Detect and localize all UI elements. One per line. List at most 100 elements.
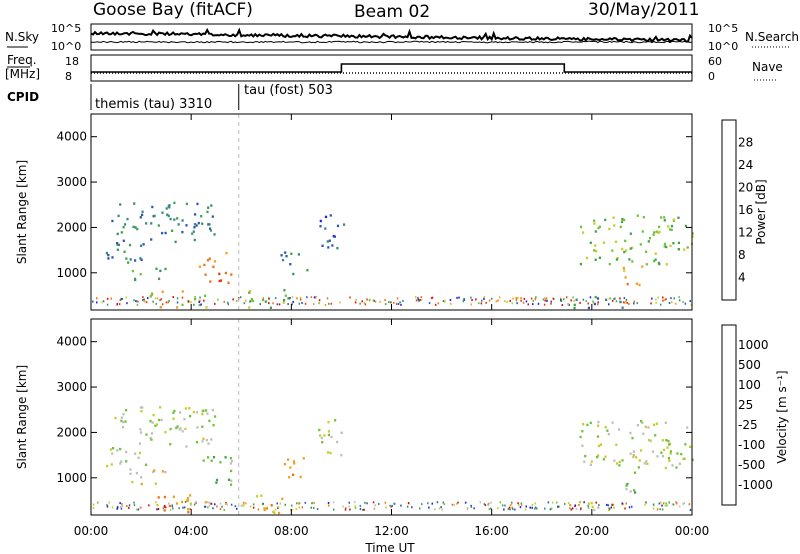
ground-scatter-cell [547, 501, 550, 504]
scatter-cell [125, 450, 128, 454]
scatter-cell [596, 455, 599, 459]
scatter-cell [154, 424, 157, 427]
ground-scatter-cell [243, 302, 246, 305]
scatter-cell [615, 258, 618, 261]
ground-scatter-cell [111, 506, 114, 509]
ground-scatter-cell [194, 501, 197, 504]
station-title: Goose Bay (fitACF) [93, 0, 253, 20]
ground-scatter-cell [682, 300, 684, 303]
ground-scatter-cell [436, 501, 439, 504]
scatter-cell [208, 223, 211, 226]
ground-scatter-cell [523, 297, 526, 300]
ground-scatter-cell [137, 300, 139, 303]
scatter-cell [668, 443, 671, 446]
ground-scatter-cell [262, 297, 265, 300]
ground-scatter-cell [504, 504, 506, 507]
ground-scatter-cell [466, 508, 469, 511]
ground-scatter-cell [227, 303, 230, 306]
scatter-cell [297, 253, 300, 256]
ground-scatter-cell [580, 507, 582, 510]
nsky-label: N.Sky [5, 30, 39, 44]
ground-scatter-cell [354, 301, 357, 304]
scatter-cell [615, 443, 618, 446]
scatter-cell [110, 463, 113, 466]
ground-scatter-cell [298, 302, 301, 305]
ground-scatter-cell [193, 303, 195, 306]
ground-scatter-cell [400, 504, 402, 507]
scatter-cell [141, 213, 144, 217]
scatter-cell [168, 504, 171, 508]
ground-scatter-cell [276, 303, 279, 306]
scatter-cell [669, 244, 672, 248]
ground-scatter-cell [470, 303, 472, 306]
ground-scatter-cell [488, 299, 491, 302]
scatter-cell [139, 428, 142, 431]
scatter-cell [207, 442, 210, 445]
scatter-cell [647, 426, 650, 429]
scatter-cell [665, 245, 668, 249]
scatter-cell [153, 469, 156, 472]
ground-scatter-cell [657, 296, 659, 299]
ground-scatter-cell [332, 501, 335, 504]
scatter-cell [151, 292, 154, 295]
ground-scatter-cell [683, 502, 685, 504]
scatter-cell [620, 220, 624, 224]
ground-scatter-cell [359, 507, 362, 510]
ground-scatter-cell [304, 501, 307, 504]
ground-scatter-cell [483, 503, 486, 506]
ground-scatter-cell [172, 296, 174, 299]
colorbar-tick-label: 28 [738, 136, 753, 150]
scatter-cell [129, 468, 132, 471]
scatter-cell [185, 445, 188, 448]
scatter-cell [154, 482, 157, 485]
xtick-label: 00:00 [74, 524, 109, 538]
scatter-cell [633, 471, 637, 474]
ground-scatter-cell [116, 302, 119, 305]
scatter-cell [224, 271, 227, 275]
scatter-cell [133, 202, 136, 205]
ground-scatter-cell [136, 303, 139, 306]
scatter-cell [153, 214, 156, 218]
scatter-cell [209, 280, 212, 283]
scatter-cell [663, 219, 666, 222]
ground-scatter-cell [106, 504, 108, 507]
ground-scatter-cell [570, 508, 573, 511]
scatter-cell [582, 231, 585, 234]
ground-scatter-cell [328, 302, 330, 305]
ground-scatter-cell [359, 504, 362, 507]
ground-scatter-cell [430, 297, 433, 300]
scatter-cell [181, 290, 184, 293]
scatter-cell [256, 495, 259, 498]
ground-scatter-cell [573, 299, 575, 302]
scatter-cell [165, 207, 168, 210]
nsky-tick-bottom: 10^0 [51, 40, 81, 53]
scatter-cell [580, 225, 583, 229]
scatter-cell [166, 213, 169, 216]
scatter-cell [145, 222, 148, 225]
scatter-cell [120, 416, 123, 419]
scatter-cell [263, 507, 266, 510]
ground-scatter-cell [530, 297, 533, 300]
scatter-cell [636, 214, 639, 217]
ground-scatter-cell [563, 298, 565, 301]
ground-scatter-cell [478, 302, 480, 305]
scatter-cell [589, 463, 592, 466]
ground-scatter-cell [578, 504, 580, 506]
ground-scatter-cell [292, 300, 294, 303]
ground-scatter-cell [389, 504, 391, 507]
scatter-cell [593, 222, 596, 225]
ground-scatter-cell [501, 504, 504, 507]
scatter-cell [616, 462, 619, 465]
scatter-cell [213, 260, 217, 263]
ground-scatter-cell [582, 298, 585, 301]
colorbar-frame [721, 324, 737, 506]
ground-scatter-cell [442, 501, 444, 504]
scatter-cell [624, 239, 627, 243]
ground-scatter-cell [437, 302, 440, 305]
ytick-label: 2000 [56, 220, 87, 234]
scatter-cell [151, 421, 154, 424]
scatter-cell [181, 500, 184, 504]
scatter-cell [112, 447, 115, 450]
scatter-cell [597, 506, 600, 509]
ground-scatter-cell [544, 296, 546, 299]
